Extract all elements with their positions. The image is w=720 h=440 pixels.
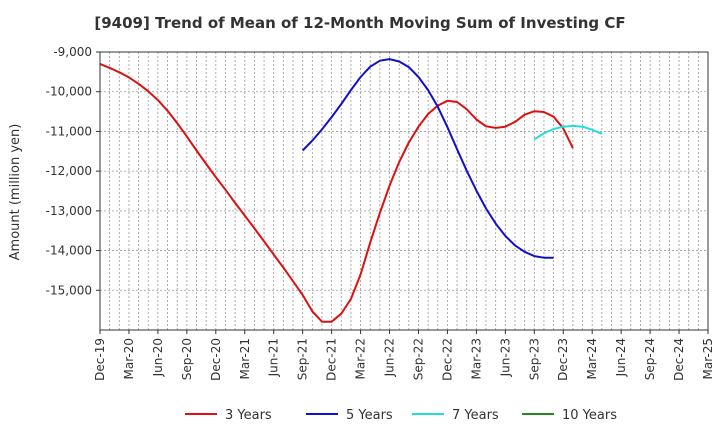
grid [100,51,708,330]
x-tick-label: Jun-23 [498,338,512,377]
legend-label: 5 Years [346,408,393,423]
x-tick-label: Mar-23 [469,338,483,379]
x-tick-label: Sep-23 [527,338,541,380]
x-tick-label: Dec-21 [325,338,339,381]
x-tick-label: Dec-24 [672,338,686,381]
y-tick-label: -13,000 [46,204,92,218]
series-line-3-years [99,62,574,323]
chart-title: [9409] Trend of Mean of 12-Month Moving … [94,14,625,32]
y-tick-label: -10,000 [46,85,92,99]
legend-label: 7 Years [452,408,499,423]
axis-ticks: -9,000 -10,000 -11,000 -12,000 -13,000 -14,00… [46,45,715,381]
x-tick-label: Dec-20 [209,338,223,381]
y-axis-label: Amount (million yen) [8,124,23,261]
y-tick-label: -12,000 [46,164,92,178]
x-tick-label: Jun-22 [383,338,397,377]
plot-frame [99,51,709,331]
x-tick-label: Mar-25 [701,338,715,379]
x-tick-label: Sep-20 [180,338,194,380]
x-tick-label: Sep-24 [643,338,657,380]
x-tick-label: Dec-19 [93,338,107,381]
legend-label: 3 Years [225,408,272,423]
series-group [99,58,603,323]
x-tick-label: Sep-22 [411,338,425,380]
y-tick-label: -14,000 [46,244,92,258]
x-tick-label: Jun-20 [151,338,165,377]
x-tick-label: Mar-24 [585,338,599,379]
x-tick-label: Dec-23 [556,338,570,381]
x-tick-label: Mar-21 [238,338,252,379]
y-tick-label: -15,000 [46,283,92,297]
legend: 3 Years 5 Years 7 Years 10 Years [185,408,617,423]
series-line-7-years [533,124,603,141]
x-tick-label: Mar-22 [354,338,368,379]
x-tick-label: Mar-20 [122,338,136,379]
x-tick-label: Sep-21 [296,338,310,380]
series-line-5-years [301,58,554,259]
y-tick-label: -9,000 [53,45,92,59]
legend-label: 10 Years [562,408,617,423]
x-tick-label: Jun-21 [267,338,281,377]
x-tick-label: Jun-24 [614,338,628,377]
x-tick-label: Dec-22 [440,338,454,381]
y-tick-label: -11,000 [46,124,92,138]
